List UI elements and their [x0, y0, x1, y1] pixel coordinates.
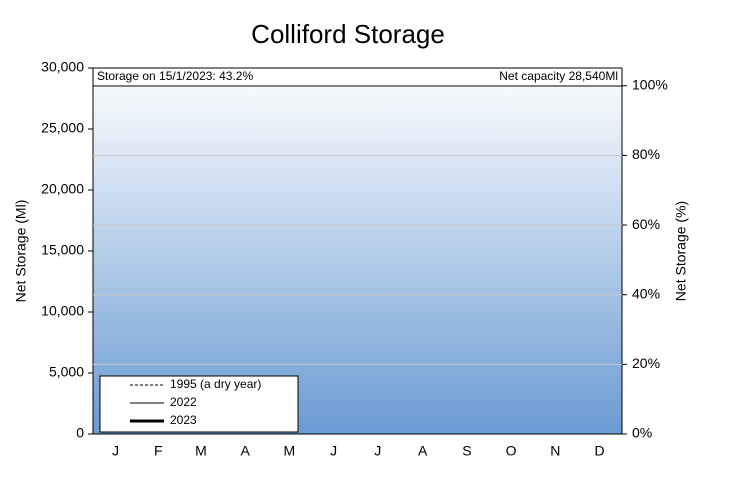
y2-axis-label: Net Storage (%) — [673, 201, 689, 301]
y-tick-label: 20,000 — [41, 181, 84, 197]
x-tick-label: F — [154, 443, 163, 459]
y2-tick-label: 0% — [632, 425, 652, 441]
legend-label: 2022 — [170, 395, 197, 409]
y-tick-label: 25,000 — [41, 120, 84, 136]
y2-tick-label: 100% — [632, 76, 668, 92]
legend-label: 1995 (a dry year) — [170, 377, 261, 391]
x-tick-label: O — [506, 443, 517, 459]
y-tick-label: 5,000 — [49, 364, 84, 380]
y-tick-label: 0 — [76, 425, 84, 441]
plot-area — [92, 67, 623, 435]
x-tick-label: M — [284, 443, 296, 459]
y2-tick-label: 60% — [632, 216, 660, 232]
chart-title: Colliford Storage — [251, 19, 445, 49]
legend-label: 2023 — [170, 413, 197, 427]
x-tick-label: D — [594, 443, 604, 459]
y2-tick-label: 80% — [632, 146, 660, 162]
y-axis-label: Net Storage (Ml) — [13, 200, 29, 303]
x-tick-label: J — [330, 443, 337, 459]
y2-tick-label: 40% — [632, 285, 660, 301]
x-tick-label: A — [241, 443, 251, 459]
header-left: Storage on 15/1/2023: 43.2% — [97, 69, 253, 83]
x-tick-label: N — [550, 443, 560, 459]
x-tick-label: A — [418, 443, 428, 459]
y-tick-label: 15,000 — [41, 242, 84, 258]
header-right: Net capacity 28,540Ml — [499, 69, 618, 83]
x-tick-label: J — [374, 443, 381, 459]
y-tick-label: 30,000 — [41, 59, 84, 75]
y-tick-label: 10,000 — [41, 303, 84, 319]
x-tick-label: S — [462, 443, 471, 459]
x-tick-label: M — [195, 443, 207, 459]
header-strip — [92, 67, 623, 87]
y2-tick-label: 20% — [632, 355, 660, 371]
x-tick-label: J — [112, 443, 119, 459]
